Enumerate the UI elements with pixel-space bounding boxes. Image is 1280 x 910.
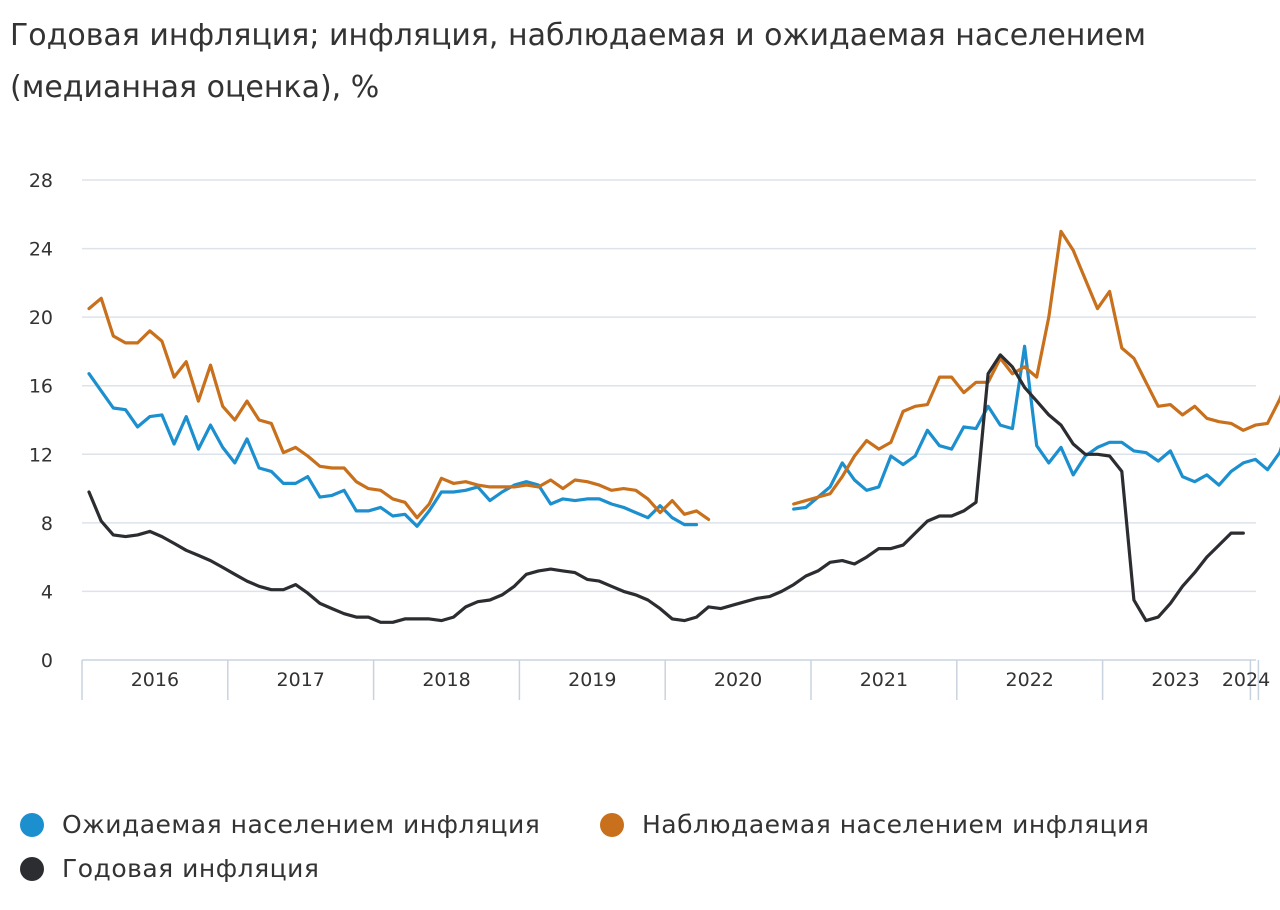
x-tick-label-2018: 2018 — [422, 669, 470, 691]
legend-dot-annual — [20, 856, 44, 881]
y-tick-label-4: 4 — [41, 581, 53, 603]
y-tick-label-0: 0 — [41, 650, 53, 672]
series-line-0 — [87, 344, 1280, 528]
y-tick-label-16: 16 — [29, 376, 53, 398]
legend-dot-observed — [600, 812, 624, 837]
series-annual — [87, 353, 1245, 624]
x-tick-label-2022: 2022 — [1006, 669, 1054, 691]
y-tick-label-20: 20 — [29, 307, 53, 329]
series-observed — [87, 229, 1280, 521]
series-line-1 — [87, 229, 1280, 521]
x-tick-label-2020: 2020 — [714, 669, 762, 691]
legend-item-observed[interactable]: Наблюдаемая населением инфляция — [600, 810, 1149, 839]
x-tick-label-2017: 2017 — [277, 669, 325, 691]
grid-lines: 0 4 8 12 16 20 24 28 — [29, 170, 1256, 672]
x-tick-label-2023: 2023 — [1151, 669, 1199, 691]
series-expected — [87, 344, 1280, 528]
x-tick-label-2019: 2019 — [568, 669, 616, 691]
chart-title: Годовая инфляция; инфляция, наблюдаемая … — [10, 18, 1146, 105]
y-tick-label-24: 24 — [29, 239, 53, 261]
legend-label-annual: Годовая инфляция — [62, 854, 320, 883]
legend-item-annual[interactable]: Годовая инфляция — [20, 854, 319, 883]
legend-item-expected[interactable]: Ожидаемая населением инфляция — [20, 810, 540, 839]
y-tick-label-28: 28 — [29, 170, 53, 192]
y-tick-label-8: 8 — [41, 513, 53, 535]
legend: Ожидаемая населением инфляция Наблюдаема… — [0, 800, 1280, 900]
series-line-2 — [87, 353, 1245, 624]
legend-label-expected: Ожидаемая населением инфляция — [62, 810, 541, 839]
series-lines — [87, 229, 1280, 624]
x-axis: 2016 2017 2018 2019 2020 2021 2022 2023 2024 — [81, 660, 1270, 700]
x-tick-label-2016: 2016 — [131, 669, 179, 691]
y-tick-label-12: 12 — [29, 444, 53, 466]
x-tick-label-2024: 2024 — [1222, 669, 1270, 691]
legend-dot-expected — [20, 812, 44, 837]
legend-label-observed: Наблюдаемая населением инфляция — [642, 810, 1150, 839]
x-tick-label-2021: 2021 — [860, 669, 908, 691]
